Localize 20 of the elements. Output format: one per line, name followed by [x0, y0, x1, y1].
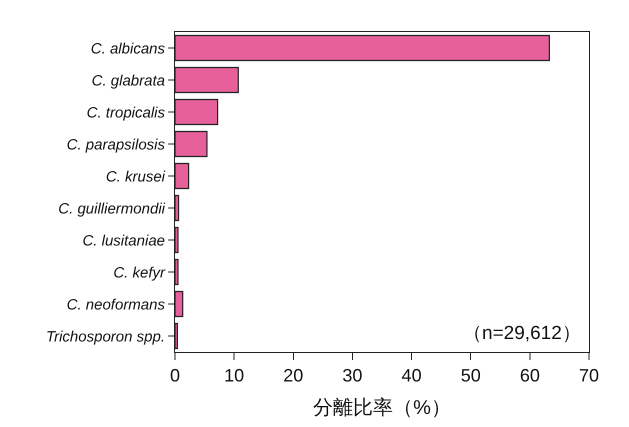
- y-tick-label: C. parapsilosis: [66, 136, 166, 154]
- x-tick-label: 60: [520, 366, 540, 386]
- y-tick-label: C. guilliermondii: [58, 200, 166, 218]
- x-tick-label: 0: [170, 366, 180, 386]
- y-tick-label: C. neoformans: [66, 296, 166, 314]
- y-tick-label: C. lusitaniae: [82, 232, 165, 250]
- y-tick-label: Trichosporon spp.: [46, 328, 165, 346]
- x-tick-label: 50: [460, 366, 481, 386]
- y-tick-label: C. tropicalis: [86, 104, 166, 122]
- x-tick-label: 10: [224, 366, 244, 386]
- x-tick-label: 40: [402, 366, 422, 386]
- y-tick-label: C. albicans: [90, 40, 166, 58]
- y-tick-label: C. kefyr: [113, 264, 166, 282]
- x-tick-label: 20: [283, 366, 304, 386]
- y-tick-label: C. glabrata: [92, 72, 165, 90]
- y-tick-label: C. krusei: [106, 168, 166, 186]
- x-tick-label: 30: [342, 366, 362, 386]
- x-axis-title: 分離比率（%）: [313, 397, 451, 420]
- x-tick-label: 70: [578, 366, 600, 386]
- annotation: （n=29,612）: [463, 323, 581, 344]
